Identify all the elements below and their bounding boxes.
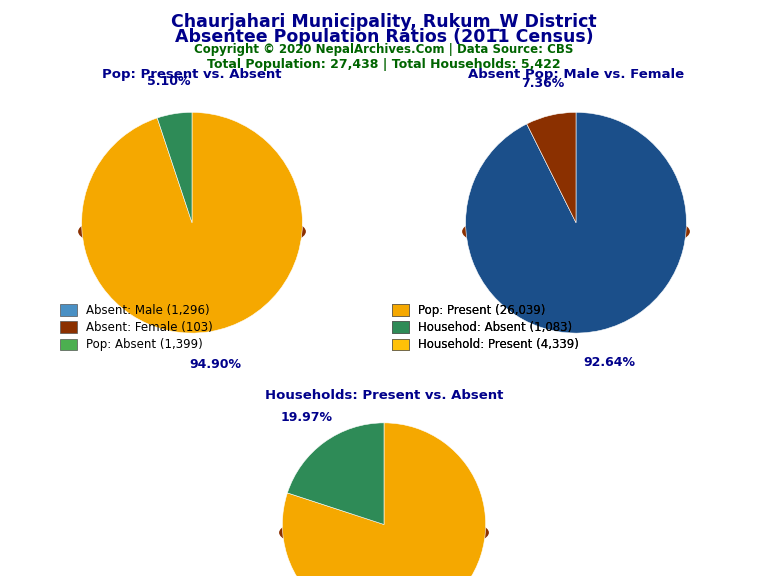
Text: 94.90%: 94.90%: [189, 358, 241, 371]
Title: Absent Pop: Male vs. Female: Absent Pop: Male vs. Female: [468, 68, 684, 81]
Legend: Pop: Present (26,039), Househod: Absent (1,083), Household: Present (4,339): Pop: Present (26,039), Househod: Absent …: [390, 302, 581, 354]
Text: 19.97%: 19.97%: [280, 411, 333, 424]
Title: Pop: Present vs. Absent: Pop: Present vs. Absent: [102, 68, 282, 81]
Ellipse shape: [280, 513, 488, 552]
Wedge shape: [283, 423, 485, 576]
Text: Absentee Population Ratios (2011 Census): Absentee Population Ratios (2011 Census): [174, 28, 594, 46]
Ellipse shape: [79, 211, 305, 252]
Ellipse shape: [463, 211, 689, 252]
Text: Copyright © 2020 NepalArchives.Com | Data Source: CBS: Copyright © 2020 NepalArchives.Com | Dat…: [194, 43, 574, 56]
Wedge shape: [465, 112, 687, 333]
Wedge shape: [527, 112, 576, 223]
Text: Total Population: 27,438 | Total Households: 5,422: Total Population: 27,438 | Total Househo…: [207, 58, 561, 71]
Wedge shape: [287, 423, 384, 525]
Text: 92.64%: 92.64%: [583, 356, 635, 369]
Text: Chaurjahari Municipality, Rukum_W District: Chaurjahari Municipality, Rukum_W Distri…: [171, 13, 597, 31]
Text: Households: Present vs. Absent: Households: Present vs. Absent: [265, 389, 503, 402]
Text: 5.10%: 5.10%: [147, 74, 191, 88]
Text: 7.36%: 7.36%: [521, 77, 564, 89]
Wedge shape: [81, 112, 303, 333]
Wedge shape: [157, 112, 192, 223]
